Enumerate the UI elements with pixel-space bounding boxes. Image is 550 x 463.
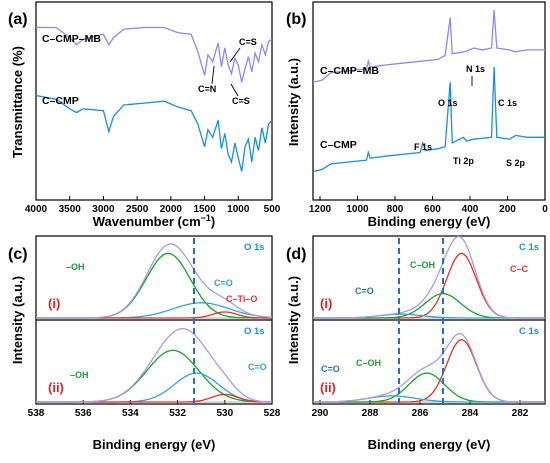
panel-c-letter: (c) <box>8 246 28 263</box>
panel-c-xlabel: Binding energy (eV) <box>93 437 216 452</box>
label-d-ii-co: C=O <box>321 364 340 374</box>
panel-b-x-tick-label-1200: 1200 <box>309 204 332 215</box>
label-c-i-oh: –OH <box>66 262 85 272</box>
panel-d-region-top: C 1s <box>519 242 539 253</box>
panel-b-ylabel: Intensity (a.u.) <box>286 58 301 146</box>
panel-b-letter: (b) <box>286 11 306 28</box>
panel-a-frame <box>35 1 273 201</box>
panel-d-x-tick-label-290: 290 <box>312 408 329 419</box>
panel-a-x-tick-label-2000: 2000 <box>160 204 183 215</box>
panel-a-x-tick-label-1500: 1500 <box>193 204 216 215</box>
annotation-n1s: N 1s <box>466 64 485 74</box>
panel-b-x-tick-label-400: 400 <box>462 204 479 215</box>
panel-b-x-ticks: 1200 1000 800 600 400 200 0 <box>309 196 548 215</box>
panel-c-roman-ii: (ii) <box>48 380 64 395</box>
panel-d-sub0-peak-1 <box>313 293 545 319</box>
panel-d-x-ticks: 290 288 286 284 282 <box>312 400 529 419</box>
panel-d-ylabel: Intensity (a.u.) <box>286 276 301 364</box>
panel-c-x-tick-label-532: 532 <box>169 408 186 419</box>
arrow-c-s-top <box>229 47 241 63</box>
panel-a-x-tick-label-500: 500 <box>264 204 281 215</box>
panel-c-curves <box>36 243 273 403</box>
panel-c-x-tick-label-530: 530 <box>216 408 233 419</box>
series-c-cmp-line <box>35 94 273 172</box>
panel-c-x-ticks: 538 536 534 532 530 528 <box>28 400 281 419</box>
panel-c-sub1-peak-2 <box>36 393 272 403</box>
annotation-c1s: C 1s <box>498 98 517 108</box>
panel-d-roman-ii: (ii) <box>320 380 336 395</box>
panel-a-x-tick-label-2500: 2500 <box>126 204 149 215</box>
annotation-o1s: O 1s <box>438 98 458 108</box>
panel-d-sub1-envelope <box>313 332 545 403</box>
label-c-i-ctio: C–Ti–O <box>226 294 257 304</box>
panel-b-x-tick-label-800: 800 <box>387 204 404 215</box>
annotation-f1s: F 1s <box>414 142 432 152</box>
panel-c-x-tick-label-536: 536 <box>75 408 92 419</box>
panel-a-letter: (a) <box>8 11 28 28</box>
panel-c-x-tick-label-534: 534 <box>122 408 139 419</box>
panel-d-sub1-peak-1 <box>313 372 545 403</box>
panel-d-sub1-peak-0 <box>313 339 545 403</box>
panel-c-region-bottom: O 1s <box>244 326 265 337</box>
panel-d-letter: (d) <box>286 246 306 263</box>
panel-a-x-tick-label-4000: 4000 <box>25 204 48 215</box>
panel-a-x-ticks: 4000 3500 3000 2500 2000 1500 1000 500 <box>25 196 281 215</box>
panel-b-x-tick-label-600: 600 <box>424 204 441 215</box>
panel-d-x-tick-label-286: 286 <box>412 408 429 419</box>
panel-d-x-tick-label-284: 284 <box>462 408 479 419</box>
panel-d-x-tick-label-282: 282 <box>512 408 529 419</box>
series-c-cmp-mb-xps-line <box>312 9 545 83</box>
panel-d-curves <box>313 235 545 403</box>
annotation-c-s-top: C=S <box>239 37 257 47</box>
arrow-c-s-bottom <box>230 83 239 97</box>
label-d-i-coh: C–OH <box>410 260 435 270</box>
panel-a-series-label-mb: C–CMP–MB <box>42 33 101 45</box>
panel-c-sub1-envelope <box>36 327 273 403</box>
panel-b-x-tick-label-200: 200 <box>499 204 516 215</box>
series-c-cmp-xps-line <box>312 66 545 173</box>
panel-d-roman-i: (i) <box>320 296 332 311</box>
panel-a-series-label-cmp: C–CMP <box>42 95 79 107</box>
panel-b-series-label-cmp: C–CMP <box>320 139 357 151</box>
annotation-c-s-bottom: C=S <box>232 96 250 106</box>
panel-c-ylabel: Intensity (a.u.) <box>10 276 25 364</box>
panel-c-sub0-peak-1 <box>36 302 273 319</box>
panel-b-frame <box>312 1 546 201</box>
panel-b-xlabel: Binding energy (eV) <box>368 214 491 229</box>
panel-a-ylabel: Transmittance (%) <box>10 46 25 158</box>
panel-c-region-top: O 1s <box>244 242 265 253</box>
panel-c-sub0-envelope <box>36 243 273 319</box>
panel-d-xlabel: Binding energy (eV) <box>368 437 491 452</box>
arrow-c-n <box>211 65 215 85</box>
panel-d-region-bottom: C 1s <box>519 326 539 337</box>
panel-d: (d) 290 288 286 284 282 Intensity (a.u.) Bin… <box>286 235 546 452</box>
panel-b-series-label-mb: C–CMP–MB <box>320 65 379 77</box>
panel-a-x-tick-label-3500: 3500 <box>59 204 82 215</box>
label-c-ii-oh: –OH <box>70 370 89 380</box>
series-c-cmp-mb-line <box>36 26 273 83</box>
panel-d-x-tick-label-288: 288 <box>362 408 379 419</box>
panel-c: (c) 538 536 534 532 530 528 Intensity (a.u.) … <box>8 235 281 452</box>
panel-a-x-tick-label-1000: 1000 <box>227 204 250 215</box>
panel-c-x-tick-label-528: 528 <box>264 408 281 419</box>
panel-b: (b) 1200 1000 800 600 400 200 0 Intensity (a.u… <box>286 1 548 229</box>
label-d-ii-coh: C–OH <box>356 358 381 368</box>
panel-b-x-tick-label-0: 0 <box>542 204 548 215</box>
label-d-i-cc: C–C <box>510 264 529 274</box>
annotation-s2p: S 2p <box>506 158 526 168</box>
panel-c-x-tick-label-538: 538 <box>28 408 45 419</box>
annotation-ti2p: Ti 2p <box>453 156 474 166</box>
panel-a-x-tick-label-3000: 3000 <box>92 204 115 215</box>
panel-b-x-tick-label-1000: 1000 <box>346 204 369 215</box>
panel-c-roman-i: (i) <box>48 296 60 311</box>
panel-a: (a) 4000 3500 3000 2500 2000 1500 1000 500 Tran… <box>8 1 281 229</box>
annotation-c-n: C=N <box>198 84 216 94</box>
label-d-i-co: C=O <box>355 286 374 296</box>
panel-a-xlabel: Wavenumber (cm−1) <box>93 213 216 229</box>
label-c-i-co: C=O <box>214 278 233 288</box>
label-c-ii-co: C=O <box>248 362 267 372</box>
panel-d-sub0-envelope <box>313 235 545 319</box>
